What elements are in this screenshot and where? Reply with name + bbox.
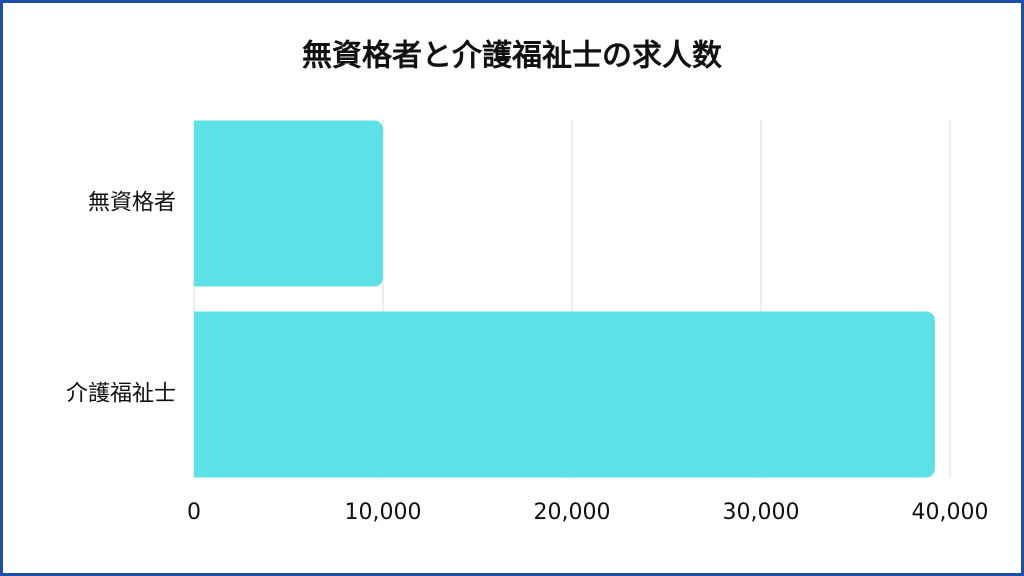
y-tick-label: 無資格者 — [88, 191, 176, 216]
x-tick-label: 10,000 — [345, 500, 422, 525]
y-tick-label: 介護福祉士 — [66, 382, 176, 407]
bar — [194, 120, 383, 287]
x-tick-label: 20,000 — [534, 500, 611, 525]
x-tick-label: 0 — [187, 500, 201, 525]
bar — [194, 311, 935, 478]
x-tick-label: 30,000 — [723, 500, 800, 525]
chart-title: 無資格者と介護福祉士の求人数 — [302, 39, 723, 74]
x-tick-label: 40,000 — [912, 500, 989, 525]
